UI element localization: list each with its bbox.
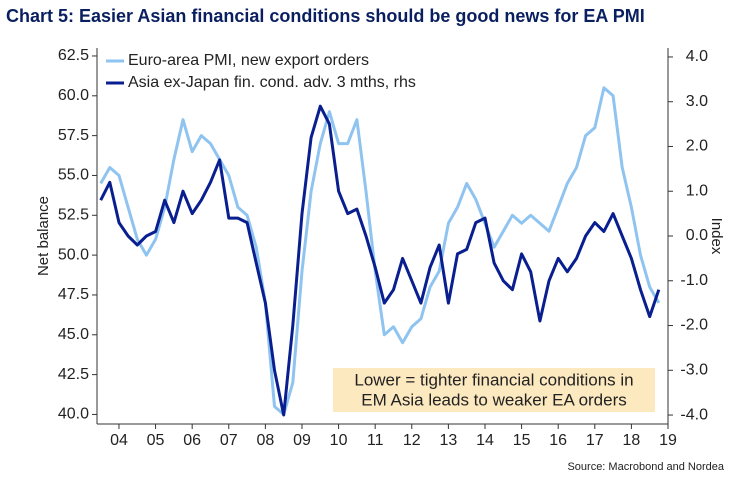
y2-tick-label: -2.0 bbox=[680, 317, 708, 334]
x-tick-label: 17 bbox=[586, 432, 604, 449]
y-tick-label: 57.5 bbox=[58, 127, 89, 144]
x-tick-label: 15 bbox=[513, 432, 531, 449]
y2-tick-label: 2.0 bbox=[686, 138, 708, 155]
annotation: EM Asia leads to weaker EA orders bbox=[361, 390, 627, 409]
x-tick-label: 07 bbox=[220, 432, 238, 449]
plot-area bbox=[99, 86, 661, 417]
y2-tick-label: -4.0 bbox=[680, 406, 708, 423]
series-line bbox=[99, 104, 661, 417]
y-tick-label: 62.5 bbox=[58, 47, 89, 64]
chart-title: Chart 5: Easier Asian financial conditio… bbox=[6, 6, 645, 26]
y-tick-label: 40.0 bbox=[58, 406, 89, 423]
annotation-box bbox=[333, 368, 655, 412]
y2-tick-label: 1.0 bbox=[686, 182, 708, 199]
y2-tick-label: -1.0 bbox=[680, 272, 708, 289]
x-tick-label: 14 bbox=[476, 432, 494, 449]
x-tick-label: 10 bbox=[330, 432, 348, 449]
y-tick-label: 55.0 bbox=[58, 167, 89, 184]
y2-tick-label: 0.0 bbox=[686, 227, 708, 244]
series-line bbox=[99, 86, 661, 416]
x-tick-label: 19 bbox=[659, 432, 677, 449]
y-axis-label: Net balance bbox=[35, 196, 52, 276]
x-tick-label: 04 bbox=[110, 432, 128, 449]
y-tick-label: 45.0 bbox=[58, 326, 89, 343]
x-tick-label: 11 bbox=[367, 432, 384, 449]
y2-tick-label: 4.0 bbox=[686, 48, 708, 65]
x-tick-label: 05 bbox=[147, 432, 165, 449]
x-tick-label: 16 bbox=[549, 432, 567, 449]
y2-axis-label: Index bbox=[708, 218, 725, 255]
legend-label: Euro-area PMI, new export orders bbox=[128, 52, 369, 69]
y2-tick-label: 3.0 bbox=[686, 93, 708, 110]
x-tick-label: 13 bbox=[439, 432, 457, 449]
y-tick-label: 42.5 bbox=[58, 366, 89, 383]
y2-tick-label: -3.0 bbox=[680, 362, 708, 379]
legend-label: Asia ex-Japan fin. cond. adv. 3 mths, rh… bbox=[128, 74, 416, 91]
y-tick-label: 52.5 bbox=[58, 207, 89, 224]
y-tick-label: 60.0 bbox=[58, 87, 89, 104]
x-tick-label: 09 bbox=[293, 432, 311, 449]
source: Source: Macrobond and Nordea bbox=[567, 461, 724, 473]
legend-box bbox=[104, 50, 414, 94]
x-tick-label: 08 bbox=[256, 432, 274, 449]
y-tick-label: 50.0 bbox=[58, 246, 89, 263]
x-tick-label: 18 bbox=[622, 432, 640, 449]
x-tick-label: 12 bbox=[403, 432, 421, 449]
x-tick-label: 06 bbox=[183, 432, 201, 449]
y-tick-label: 47.5 bbox=[58, 286, 89, 303]
annotation: Lower = tighter financial conditions in bbox=[354, 370, 633, 389]
